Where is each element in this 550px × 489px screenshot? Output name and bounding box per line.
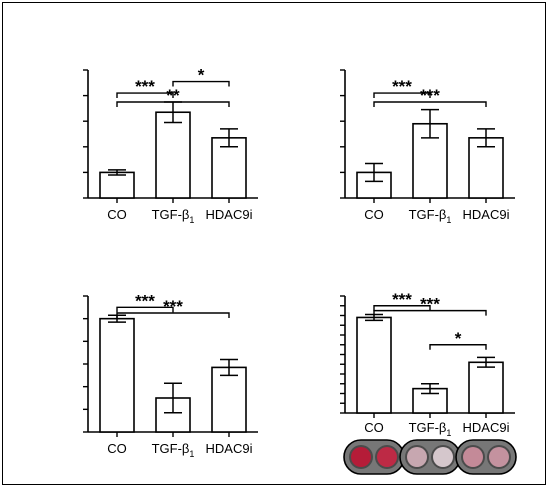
figure-frame: [2, 2, 546, 485]
stained-well: [433, 447, 453, 467]
category-label: CO: [107, 441, 127, 456]
bar: [155, 111, 191, 199]
category-label: TGF-β1: [409, 207, 452, 225]
panel-a: CO TGF-β1 HDAC9i*** ***: [83, 66, 258, 225]
stained-well: [463, 447, 483, 467]
significance-label: ***: [392, 290, 412, 309]
significance-label: ***: [420, 295, 440, 314]
panel-d: CO TGF-β1 HDAC9i*** ****: [340, 290, 517, 475]
significance-label: ***: [392, 77, 412, 96]
significance-bracket: [373, 309, 487, 316]
category-label: HDAC9i: [206, 207, 253, 222]
category-label: TGF-β1: [152, 207, 195, 225]
bar: [356, 316, 392, 414]
category-label: CO: [107, 207, 127, 222]
category-label: HDAC9i: [463, 420, 510, 435]
significance-label: ***: [135, 291, 155, 310]
significance-bracket: [116, 101, 230, 107]
panel-b: CO TGF-β1 HDAC9i *** ***: [340, 69, 515, 225]
significance-bracket: [116, 92, 174, 99]
significance-bracket: [116, 306, 174, 313]
stained-well: [377, 447, 397, 467]
category-label: CO: [364, 420, 384, 435]
significance-label: **: [166, 86, 180, 105]
bar: [412, 387, 448, 414]
panel-c: CO TGF-β1 HDAC9i *** ***: [83, 291, 258, 459]
stained-well: [351, 447, 371, 467]
category-label: CO: [364, 207, 384, 222]
bar: [99, 171, 135, 199]
significance-bracket: [429, 344, 487, 350]
category-label: HDAC9i: [463, 207, 510, 222]
significance-label: ***: [135, 77, 155, 96]
category-label: TGF-β1: [409, 420, 452, 438]
significance-bracket: [116, 312, 230, 318]
bar: [99, 317, 135, 433]
significance-label: ***: [163, 297, 183, 316]
stained-well: [489, 447, 509, 467]
category-label: TGF-β1: [152, 441, 195, 459]
significance-label: *: [455, 329, 462, 348]
significance-label: ***: [420, 86, 440, 105]
significance-bracket: [373, 101, 487, 107]
stained-well: [407, 447, 427, 467]
category-label: HDAC9i: [206, 441, 253, 456]
significance-bracket: [373, 305, 431, 311]
bar: [468, 361, 504, 414]
significance-bracket: [172, 80, 230, 87]
bar: [211, 366, 247, 433]
significance-bracket: [373, 92, 431, 99]
significance-label: *: [198, 66, 205, 85]
